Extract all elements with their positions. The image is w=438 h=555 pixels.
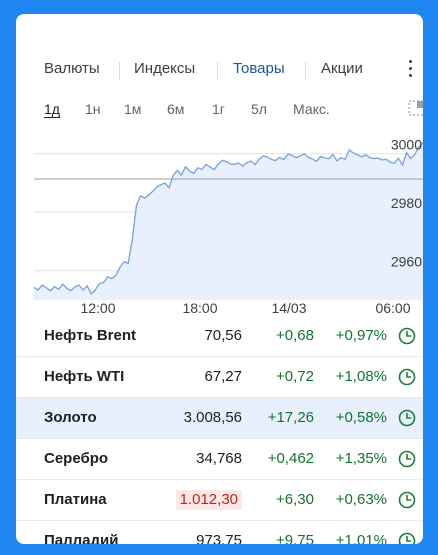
- y-tick-label: 2980: [391, 195, 422, 211]
- table-row[interactable]: Нефть WTI 67,27 +0,72 +1,08%: [16, 357, 423, 398]
- markets-card: Валюты Индексы Товары Акции 1д 1н 1м 6м …: [16, 14, 423, 544]
- commodity-price: 67,27: [204, 368, 242, 385]
- chart-area: [34, 142, 423, 300]
- tab-commodities[interactable]: Товары: [233, 60, 285, 77]
- range-selector: 1д 1н 1м 6м 1г 5л Макс.: [16, 98, 423, 120]
- x-tick-label: 06:00: [375, 300, 410, 316]
- table-row[interactable]: Платина 1.012,30 +6,30 +0,63%: [16, 480, 423, 521]
- commodity-price: 34,768: [196, 450, 242, 467]
- range-5y[interactable]: 5л: [251, 101, 267, 117]
- tab-divider: [119, 62, 120, 80]
- commodity-change: +6,30: [276, 491, 314, 508]
- commodity-price: 973,75: [196, 532, 242, 544]
- commodity-name: Палладий: [44, 532, 119, 544]
- commodity-name: Нефть WTI: [44, 368, 125, 385]
- commodity-percent: +1,08%: [335, 368, 387, 385]
- clock-icon[interactable]: [398, 368, 416, 386]
- commodity-table: Нефть Brent 70,56 +0,68 +0,97% Нефть WTI 67,2…: [16, 316, 423, 544]
- commodity-name: Серебро: [44, 450, 109, 467]
- price-chart: 3000 2980 2960 12:00 18:00 14/03 06:00: [16, 132, 423, 316]
- commodity-change: +0,462: [267, 450, 314, 467]
- commodity-name: Платина: [44, 491, 107, 508]
- range-1w[interactable]: 1н: [85, 101, 101, 117]
- y-tick-label: 3000: [391, 137, 422, 153]
- table-row[interactable]: Серебро 34,768 +0,462 +1,35%: [16, 439, 423, 480]
- tab-divider: [305, 62, 306, 80]
- commodity-percent: +1,35%: [335, 450, 387, 467]
- range-1y[interactable]: 1г: [212, 101, 225, 117]
- range-6m[interactable]: 6м: [167, 101, 185, 117]
- commodity-change: +9,75: [276, 532, 314, 544]
- clock-icon[interactable]: [398, 327, 416, 345]
- tab-currencies[interactable]: Валюты: [44, 60, 100, 77]
- y-tick-label: 2960: [391, 254, 422, 270]
- x-tick-label: 18:00: [182, 300, 217, 316]
- x-tick-label: 12:00: [80, 300, 115, 316]
- table-row[interactable]: Нефть Brent 70,56 +0,68 +0,97%: [16, 316, 423, 357]
- commodity-change: +0,68: [276, 327, 314, 344]
- commodity-price: 1.012,30: [175, 490, 242, 510]
- clock-icon[interactable]: [398, 532, 416, 544]
- commodity-percent: +0,97%: [335, 327, 387, 344]
- commodity-name: Золото: [44, 409, 97, 426]
- tab-indices[interactable]: Индексы: [134, 60, 196, 77]
- commodity-change: +17,26: [267, 409, 314, 426]
- commodity-percent: +0,58%: [335, 409, 387, 426]
- commodity-name: Нефть Brent: [44, 327, 137, 344]
- commodity-price: 3.008,56: [183, 409, 242, 426]
- x-tick-label: 14/03: [271, 300, 306, 316]
- tab-divider: [217, 62, 218, 80]
- commodity-change: +0,72: [276, 368, 314, 385]
- table-row[interactable]: Золото 3.008,56 +17,26 +0,58%: [16, 398, 423, 439]
- clock-icon[interactable]: [398, 450, 416, 468]
- chart-line: [33, 142, 423, 296]
- market-tabs: Валюты Индексы Товары Акции: [16, 52, 423, 86]
- range-max[interactable]: Макс.: [293, 101, 330, 117]
- compare-icon[interactable]: [408, 100, 423, 116]
- commodity-percent: +1,01%: [335, 532, 387, 544]
- clock-icon[interactable]: [398, 409, 416, 427]
- commodity-percent: +0,63%: [335, 491, 387, 508]
- tab-stocks[interactable]: Акции: [321, 60, 363, 77]
- table-row[interactable]: Палладий 973,75 +9,75 +1,01%: [16, 521, 423, 544]
- range-1m[interactable]: 1м: [124, 101, 142, 117]
- range-1d[interactable]: 1д: [44, 101, 60, 117]
- more-vert-icon[interactable]: [403, 52, 417, 86]
- clock-icon[interactable]: [398, 491, 416, 509]
- commodity-price: 70,56: [204, 327, 242, 344]
